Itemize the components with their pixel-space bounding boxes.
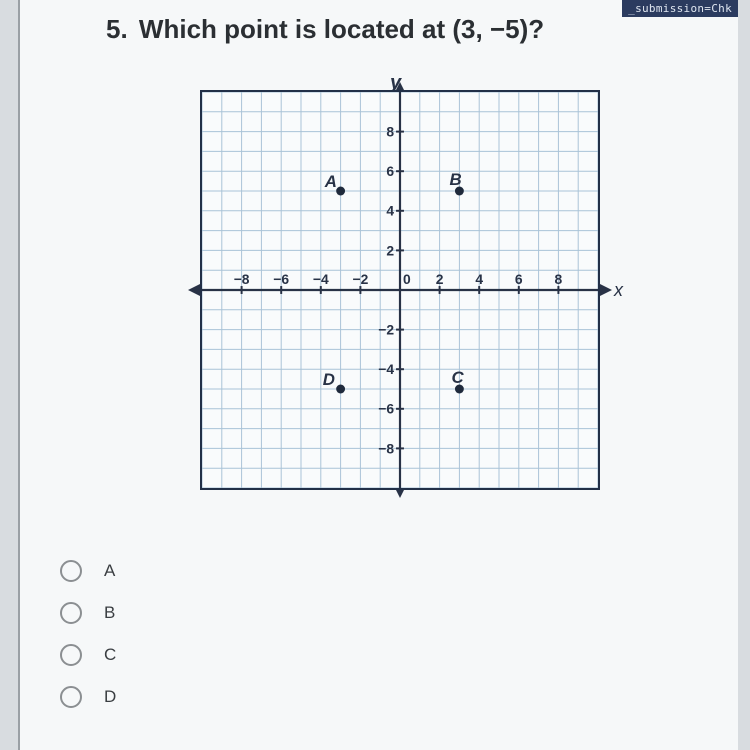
svg-text:6: 6: [386, 163, 394, 179]
svg-text:−2: −2: [352, 271, 368, 287]
svg-text:A: A: [324, 172, 337, 191]
option-b[interactable]: B: [60, 602, 360, 624]
axis-arrow-right-icon: [600, 284, 612, 296]
svg-text:8: 8: [386, 124, 394, 140]
radio-icon: [60, 602, 82, 624]
x-axis-label: x: [614, 280, 623, 301]
svg-text:−4: −4: [313, 271, 329, 287]
svg-text:−4: −4: [378, 361, 394, 377]
coordinate-graph: −8−6−4−202468−8−6−4−22468ABCD: [200, 90, 600, 490]
svg-text:−8: −8: [378, 440, 394, 456]
svg-text:−2: −2: [378, 322, 394, 338]
axis-arrow-left-icon: [188, 284, 200, 296]
svg-text:−6: −6: [273, 271, 289, 287]
option-label: B: [104, 603, 115, 623]
svg-text:B: B: [450, 170, 462, 189]
radio-icon: [60, 560, 82, 582]
svg-text:0: 0: [403, 271, 411, 287]
option-label: A: [104, 561, 115, 581]
svg-text:8: 8: [555, 271, 563, 287]
radio-icon: [60, 644, 82, 666]
option-d[interactable]: D: [60, 686, 360, 708]
option-label: D: [104, 687, 116, 707]
question-text: 5. Which point is located at (3, −5)?: [106, 14, 726, 45]
svg-text:D: D: [323, 370, 335, 389]
svg-text:−8: −8: [234, 271, 250, 287]
svg-text:4: 4: [475, 271, 483, 287]
svg-text:2: 2: [436, 271, 444, 287]
option-a[interactable]: A: [60, 560, 360, 582]
option-c[interactable]: C: [60, 644, 360, 666]
radio-icon: [60, 686, 82, 708]
svg-text:−6: −6: [378, 401, 394, 417]
answer-options: A B C D: [60, 560, 360, 728]
question-body: Which point is located at (3, −5)?: [139, 14, 544, 44]
option-label: C: [104, 645, 116, 665]
svg-text:4: 4: [386, 203, 394, 219]
svg-text:6: 6: [515, 271, 523, 287]
graph-svg: −8−6−4−202468−8−6−4−22468ABCD: [202, 92, 598, 488]
svg-text:2: 2: [386, 242, 394, 258]
svg-text:C: C: [451, 368, 464, 387]
question-number: 5.: [106, 14, 128, 44]
page-container: _submission=Chk 5. Which point is locate…: [18, 0, 738, 750]
